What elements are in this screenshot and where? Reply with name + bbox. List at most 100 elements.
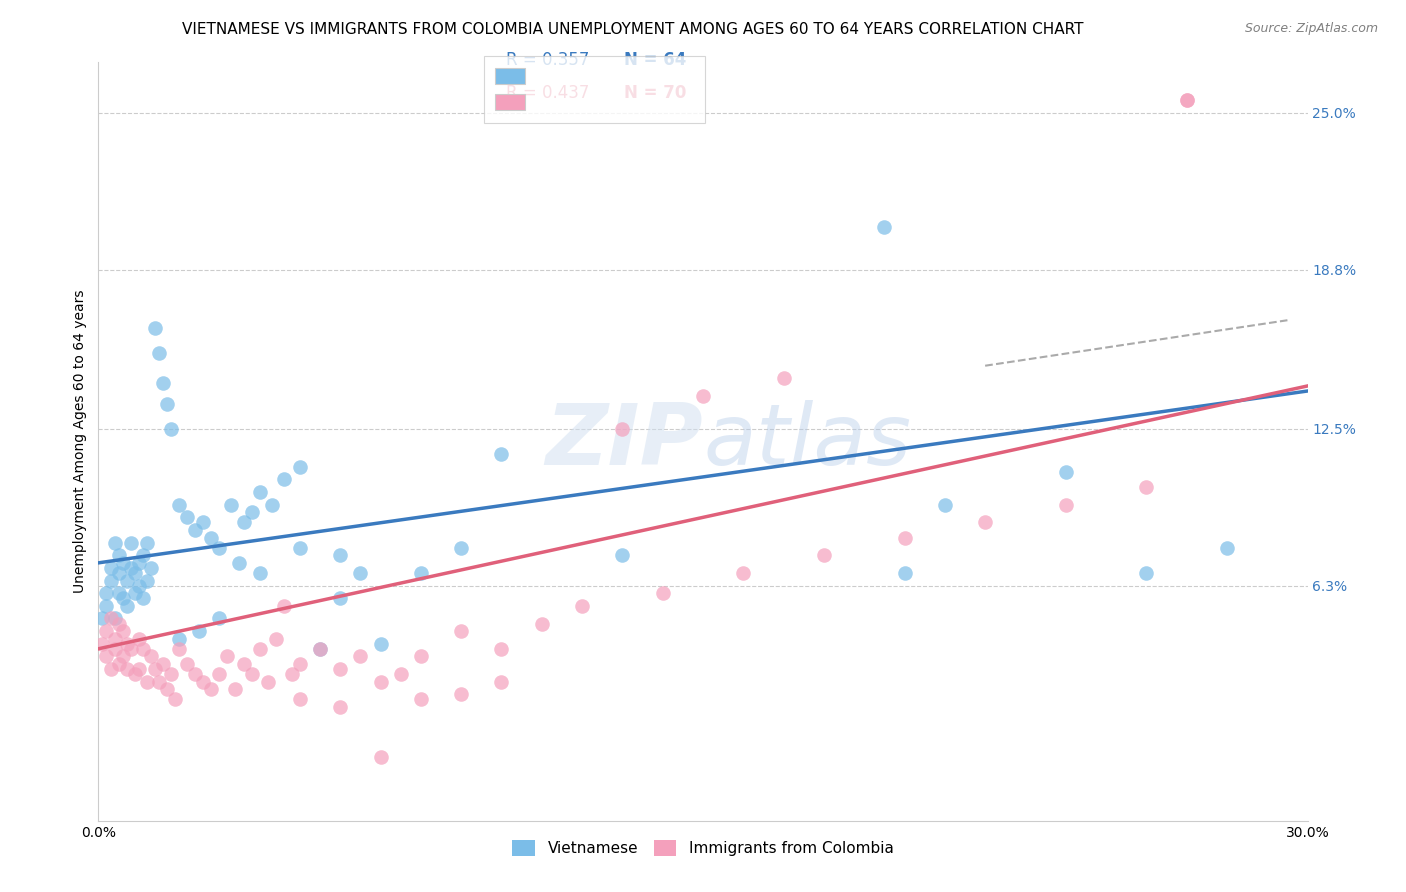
Y-axis label: Unemployment Among Ages 60 to 64 years: Unemployment Among Ages 60 to 64 years bbox=[73, 290, 87, 593]
Point bbox=[772, 371, 794, 385]
Point bbox=[120, 561, 142, 575]
Point bbox=[491, 641, 513, 656]
Point bbox=[132, 641, 155, 656]
Point bbox=[156, 396, 179, 410]
Point bbox=[491, 674, 513, 689]
Point bbox=[893, 566, 915, 580]
Point bbox=[208, 611, 231, 625]
Point bbox=[288, 692, 311, 706]
Point bbox=[733, 566, 755, 580]
Point bbox=[176, 657, 198, 671]
Point bbox=[281, 667, 304, 681]
Point bbox=[107, 657, 129, 671]
Point bbox=[115, 574, 138, 588]
Point bbox=[111, 556, 134, 570]
Point bbox=[120, 535, 142, 549]
Point bbox=[1054, 465, 1077, 479]
Point bbox=[651, 586, 673, 600]
Point bbox=[349, 566, 371, 580]
Point bbox=[139, 561, 162, 575]
Point bbox=[193, 674, 215, 689]
Point bbox=[256, 674, 278, 689]
Point bbox=[200, 682, 222, 697]
Point bbox=[96, 586, 118, 600]
Point bbox=[124, 667, 146, 681]
Point bbox=[96, 624, 118, 639]
Point bbox=[264, 632, 287, 646]
Point bbox=[128, 556, 150, 570]
Point bbox=[124, 586, 146, 600]
Text: ZIP: ZIP bbox=[546, 400, 703, 483]
Point bbox=[228, 556, 250, 570]
Text: R = 0.357: R = 0.357 bbox=[506, 51, 589, 69]
Point bbox=[107, 566, 129, 580]
Point bbox=[249, 485, 271, 500]
Point bbox=[167, 632, 190, 646]
Point bbox=[240, 667, 263, 681]
Point bbox=[184, 523, 207, 537]
Point bbox=[91, 637, 114, 651]
Point bbox=[132, 548, 155, 563]
Point bbox=[143, 320, 166, 334]
Point bbox=[349, 649, 371, 664]
Text: R = 0.437: R = 0.437 bbox=[506, 84, 589, 102]
Point bbox=[120, 641, 142, 656]
Point bbox=[160, 422, 183, 436]
Point bbox=[135, 574, 157, 588]
Point bbox=[100, 561, 122, 575]
Point bbox=[103, 535, 125, 549]
Point bbox=[1216, 541, 1239, 555]
Point bbox=[329, 591, 352, 606]
Point bbox=[450, 624, 472, 639]
Point bbox=[974, 516, 997, 530]
Text: atlas: atlas bbox=[703, 400, 911, 483]
Point bbox=[240, 505, 263, 519]
Point bbox=[115, 662, 138, 676]
Point bbox=[409, 649, 432, 664]
Point bbox=[111, 591, 134, 606]
Point bbox=[111, 649, 134, 664]
Point bbox=[156, 682, 179, 697]
Point bbox=[103, 641, 125, 656]
Point bbox=[163, 692, 186, 706]
Point bbox=[152, 657, 174, 671]
Point bbox=[309, 641, 332, 656]
Text: N = 64: N = 64 bbox=[624, 51, 686, 69]
Point bbox=[184, 667, 207, 681]
Point bbox=[450, 687, 472, 701]
Point bbox=[132, 591, 155, 606]
Point bbox=[193, 516, 215, 530]
Point bbox=[934, 498, 956, 512]
Point bbox=[692, 389, 714, 403]
Point bbox=[370, 674, 392, 689]
Point bbox=[115, 599, 138, 613]
Point bbox=[96, 599, 118, 613]
Point bbox=[329, 548, 352, 563]
Point bbox=[288, 657, 311, 671]
Point bbox=[124, 566, 146, 580]
Point bbox=[200, 531, 222, 545]
Point bbox=[249, 641, 271, 656]
Point bbox=[813, 548, 835, 563]
Point bbox=[107, 586, 129, 600]
Point bbox=[111, 624, 134, 639]
Point bbox=[273, 473, 295, 487]
Point bbox=[612, 422, 634, 436]
Point bbox=[260, 498, 283, 512]
Point bbox=[148, 346, 170, 360]
Point bbox=[128, 579, 150, 593]
Point bbox=[135, 535, 157, 549]
Point bbox=[100, 574, 122, 588]
Legend: Vietnamese, Immigrants from Colombia: Vietnamese, Immigrants from Colombia bbox=[506, 834, 900, 863]
Text: N = 70: N = 70 bbox=[624, 84, 686, 102]
Point bbox=[873, 219, 896, 234]
Text: VIETNAMESE VS IMMIGRANTS FROM COLOMBIA UNEMPLOYMENT AMONG AGES 60 TO 64 YEARS CO: VIETNAMESE VS IMMIGRANTS FROM COLOMBIA U… bbox=[181, 22, 1084, 37]
Point bbox=[571, 599, 593, 613]
Point bbox=[288, 459, 311, 474]
Point bbox=[100, 662, 122, 676]
Point bbox=[208, 667, 231, 681]
Point bbox=[128, 662, 150, 676]
Point bbox=[450, 541, 472, 555]
Point bbox=[176, 510, 198, 524]
Point bbox=[160, 667, 183, 681]
